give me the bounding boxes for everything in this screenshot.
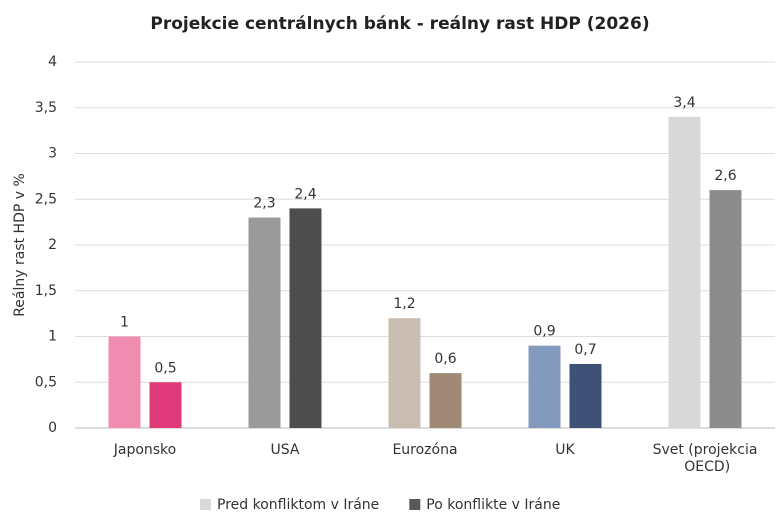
- data-label: 2,6: [714, 168, 736, 184]
- bar: [569, 363, 602, 428]
- bar: [149, 382, 182, 428]
- chart-title: Projekcie centrálnych bánk - reálny rast…: [150, 14, 649, 34]
- y-tick-label: 0,5: [35, 374, 57, 390]
- y-tick-label: 2: [48, 237, 57, 253]
- y-tick-label: 1: [48, 329, 57, 345]
- data-label: 0,6: [434, 351, 456, 367]
- bar: [429, 373, 462, 428]
- y-tick-label: 3,5: [35, 100, 57, 116]
- y-axis-label: Reálny rast HDP v %: [12, 173, 28, 317]
- bar: [108, 336, 141, 428]
- data-label: 1: [120, 315, 129, 331]
- x-tick-label: Japonsko: [113, 442, 177, 458]
- data-label: 3,4: [673, 95, 695, 111]
- x-tick-label: UK: [555, 442, 575, 458]
- bar: [668, 116, 701, 429]
- y-tick-label: 2,5: [35, 191, 57, 207]
- data-label: 0,9: [533, 324, 555, 340]
- data-label: 2,3: [253, 196, 275, 212]
- legend-swatch: [200, 499, 211, 510]
- bar: [528, 345, 561, 428]
- x-tick-label: Eurozóna: [392, 442, 457, 458]
- x-tick-label: USA: [271, 442, 300, 458]
- y-tick-label: 0: [48, 420, 57, 436]
- legend-swatch: [409, 499, 421, 510]
- legend-label: Po konflikte v Iráne: [426, 497, 560, 513]
- x-tick-label: Svet (projekcia OECD): [653, 442, 758, 475]
- y-tick-label: 4: [48, 54, 57, 70]
- y-tick-label: 1,5: [35, 283, 57, 299]
- legend-label: Pred konfliktom v Iráne: [217, 497, 379, 513]
- bar: [289, 208, 322, 428]
- data-label: 0,7: [574, 342, 596, 358]
- bar: [709, 190, 742, 428]
- data-label: 0,5: [154, 360, 176, 376]
- y-tick-label: 3: [48, 146, 57, 162]
- data-label: 1,2: [393, 296, 415, 312]
- bar: [388, 318, 421, 428]
- data-label: 2,4: [294, 186, 316, 202]
- bar: [248, 217, 281, 428]
